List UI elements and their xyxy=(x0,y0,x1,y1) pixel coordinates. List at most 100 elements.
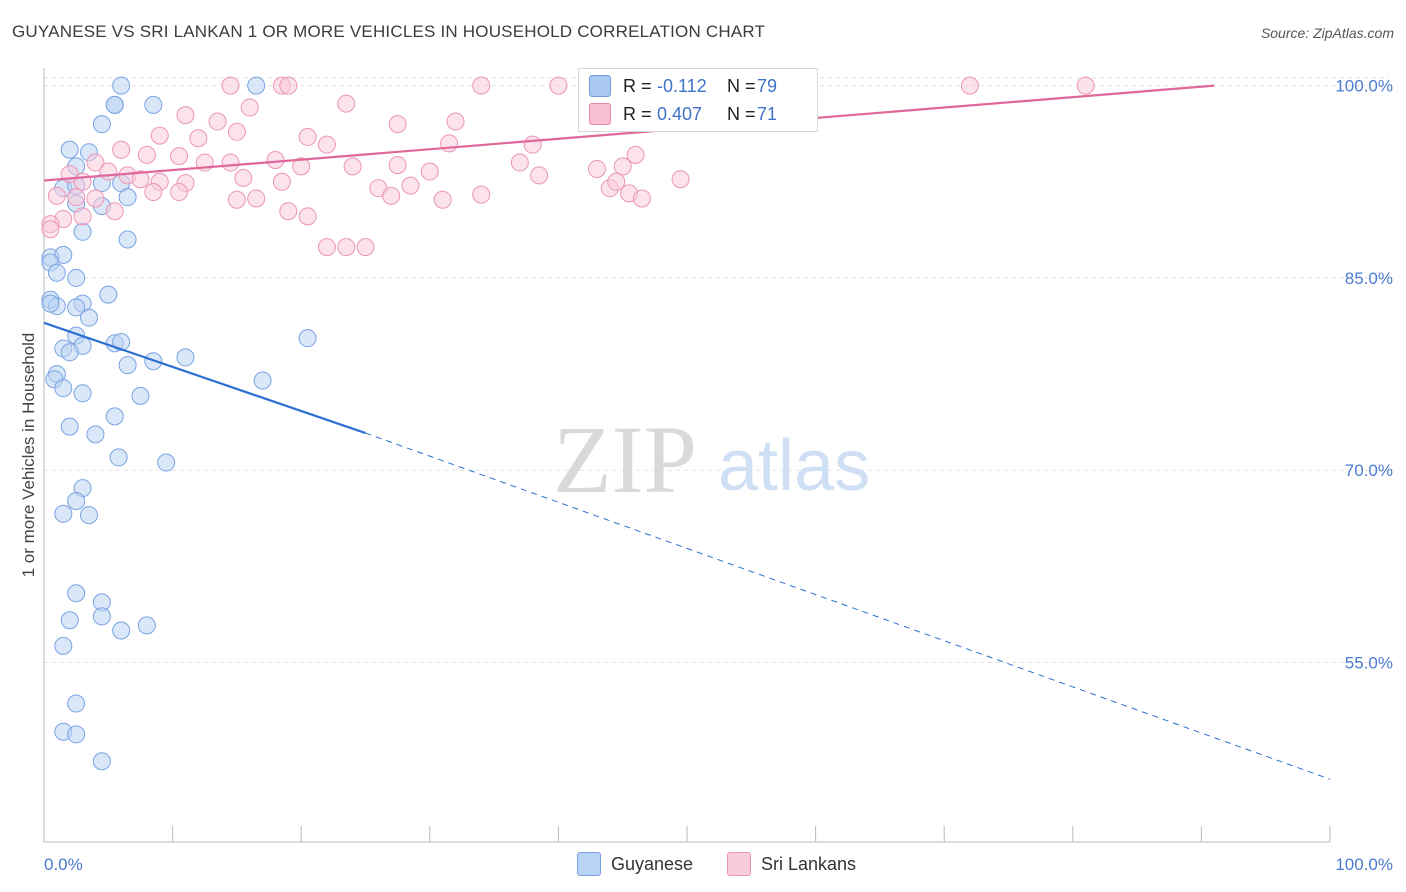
sri-lankan-point xyxy=(421,163,438,180)
legend-label-sri-lankans: Sri Lankans xyxy=(761,854,856,875)
sri-lankan-point xyxy=(550,77,567,94)
sri-lankan-point xyxy=(473,77,490,94)
guyanese-point xyxy=(119,357,136,374)
sri-lankan-point xyxy=(106,203,123,220)
sri-lankan-point xyxy=(383,187,400,204)
r-value: 0.407 xyxy=(657,104,727,125)
guyanese-point xyxy=(119,231,136,248)
sri-lankan-point xyxy=(280,77,297,94)
sri-lankan-point xyxy=(299,208,316,225)
sri-lankan-point xyxy=(74,208,91,225)
watermark: ZIP atlas xyxy=(553,406,870,513)
n-value: 79 xyxy=(757,76,777,97)
sri-lankan-point xyxy=(299,128,316,145)
legend-label-guyanese: Guyanese xyxy=(611,854,693,875)
sri-lankan-point xyxy=(241,99,258,116)
guyanese-point xyxy=(61,612,78,629)
sri-lankan-point xyxy=(151,127,168,144)
legend-swatch-sri-lankans xyxy=(589,103,611,125)
sri-lankan-point xyxy=(318,136,335,153)
sri-lankan-point xyxy=(389,116,406,133)
guyanese-point xyxy=(132,387,149,404)
sri-lankan-point xyxy=(280,203,297,220)
legend-row-guyanese: R = -0.112 N = 79 xyxy=(589,73,777,99)
guyanese-point xyxy=(248,77,265,94)
x-tick-label: 0.0% xyxy=(44,855,83,874)
sri-lankan-point xyxy=(344,158,361,175)
sri-lankan-point xyxy=(222,77,239,94)
scatter-chart: ZIP atlas 55.0%70.0%85.0%100.0%0.0% 100.0… xyxy=(0,0,1406,892)
sri-lankan-point xyxy=(68,189,85,206)
sri-lankan-point xyxy=(389,157,406,174)
legend-row-sri-lankans: R = 0.407 N = 71 xyxy=(589,101,777,127)
sri-lankan-point xyxy=(357,239,374,256)
guyanese-point xyxy=(68,726,85,743)
sri-lankan-point xyxy=(273,173,290,190)
guyanese-point xyxy=(113,622,130,639)
sri-lankan-point xyxy=(113,141,130,158)
r-label: R = xyxy=(623,104,657,125)
sri-lankan-point xyxy=(961,77,978,94)
legend-item-sri-lankans[interactable]: Sri Lankans xyxy=(727,852,856,876)
sri-lankan-point xyxy=(171,184,188,201)
legend-swatch-sri-lankans xyxy=(727,852,751,876)
guyanese-point xyxy=(119,189,136,206)
guyanese-point xyxy=(113,77,130,94)
n-value: 71 xyxy=(757,104,777,125)
r-value: -0.112 xyxy=(657,76,727,97)
guyanese-point xyxy=(61,344,78,361)
sri-lankan-point xyxy=(42,221,59,238)
sri-lankan-point xyxy=(48,187,65,204)
y-tick-label: 55.0% xyxy=(1345,654,1393,673)
watermark-atlas: atlas xyxy=(718,426,870,506)
sri-lankan-point xyxy=(531,167,548,184)
guyanese-point xyxy=(87,426,104,443)
sri-lankan-point xyxy=(100,163,117,180)
sri-lankan-point xyxy=(524,136,541,153)
guyanese-point xyxy=(93,116,110,133)
sri-lankan-point xyxy=(473,186,490,203)
guyanese-point xyxy=(68,492,85,509)
guyanese-point xyxy=(68,585,85,602)
legend-item-guyanese[interactable]: Guyanese xyxy=(577,852,693,876)
guyanese-point xyxy=(93,608,110,625)
guyanese-point xyxy=(138,617,155,634)
sri-lankan-point xyxy=(608,173,625,190)
guyanese-point xyxy=(158,454,175,471)
sri-lankan-point xyxy=(434,191,451,208)
sri-lankan-point xyxy=(222,154,239,171)
n-label: N = xyxy=(727,104,757,125)
legend-swatch-guyanese xyxy=(589,75,611,97)
sri-lankan-point xyxy=(228,191,245,208)
sri-lankan-point xyxy=(87,190,104,207)
guyanese-point xyxy=(55,505,72,522)
sri-lankan-point xyxy=(441,135,458,152)
sri-lankan-point xyxy=(1077,77,1094,94)
sri-lankan-points xyxy=(42,77,1094,256)
y-tick-label: 100.0% xyxy=(1335,77,1393,96)
sri-lankan-point xyxy=(209,113,226,130)
sri-lankan-point xyxy=(177,107,194,124)
sri-lankan-point xyxy=(633,190,650,207)
n-label: N = xyxy=(727,76,757,97)
guyanese-point xyxy=(106,96,123,113)
guyanese-point xyxy=(177,349,194,366)
guyanese-point xyxy=(93,753,110,770)
guyanese-trend-line xyxy=(44,323,366,433)
sri-lankan-point xyxy=(588,160,605,177)
sri-lankan-point xyxy=(672,171,689,188)
sri-lankan-point xyxy=(248,190,265,207)
sri-lankan-point xyxy=(145,184,162,201)
sri-lankan-point xyxy=(267,151,284,168)
guyanese-point xyxy=(48,264,65,281)
sri-lankan-point xyxy=(235,169,252,186)
guyanese-point xyxy=(68,695,85,712)
sri-lankan-point xyxy=(171,148,188,165)
guyanese-point xyxy=(145,96,162,113)
sri-lankan-point xyxy=(190,130,207,147)
guyanese-point xyxy=(55,380,72,397)
guyanese-point xyxy=(106,408,123,425)
guyanese-point xyxy=(55,637,72,654)
guyanese-point xyxy=(81,507,98,524)
y-axis-label: 1 or more Vehicles in Household xyxy=(19,333,38,578)
